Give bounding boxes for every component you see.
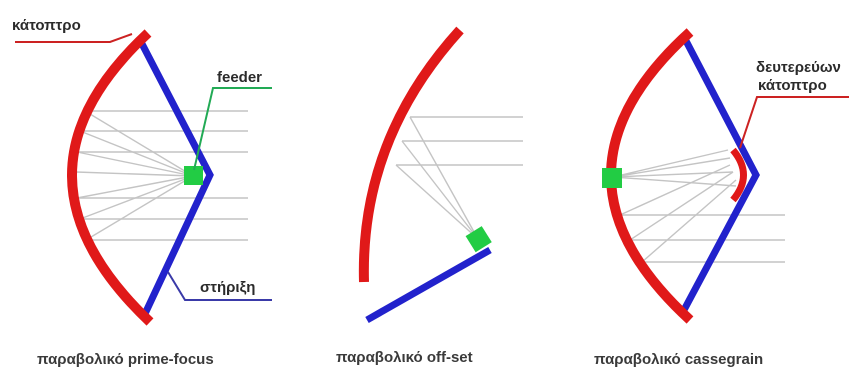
mirror-label: κάτοπτρο bbox=[12, 17, 81, 34]
secondary-mirror-label-line1: δευτερεύων bbox=[756, 59, 841, 76]
support-label: στήριξη bbox=[200, 279, 255, 296]
offset-antenna bbox=[358, 26, 523, 324]
cassegrain-secondary-mirror bbox=[730, 147, 747, 203]
caption-offset: παραβολικό off-set bbox=[336, 349, 473, 366]
cassegrain-support-struts bbox=[680, 35, 760, 312]
cassegrain-reflected-rays bbox=[612, 149, 737, 263]
feeder-label: feeder bbox=[217, 69, 262, 86]
support-leader-line bbox=[167, 271, 272, 301]
offset-reflected-rays bbox=[395, 116, 479, 240]
offset-support-arm bbox=[365, 246, 492, 324]
caption-cassegrain: παραβολικό cassegrain bbox=[594, 351, 763, 368]
cassegrain-incoming-rays bbox=[620, 214, 785, 263]
offset-incoming-rays bbox=[396, 116, 523, 166]
prime-focus-feeder bbox=[184, 166, 203, 185]
cassegrain-antenna: δευτερεύων κάτοπτρο bbox=[602, 28, 849, 324]
prime-focus-support-struts bbox=[136, 38, 214, 320]
prime-focus-incoming-rays bbox=[77, 110, 248, 241]
secondary-mirror-leader-line bbox=[739, 96, 849, 149]
cassegrain-feeder bbox=[602, 168, 622, 188]
secondary-mirror-label-line2: κάτοπτρο bbox=[758, 77, 827, 94]
caption-prime-focus: παραβολικό prime-focus bbox=[37, 351, 214, 368]
mirror-leader-line bbox=[15, 33, 133, 43]
prime-focus-reflected-rays bbox=[75, 110, 194, 241]
prime-focus-antenna: κάτοπτρο feeder στήριξη bbox=[12, 17, 272, 326]
feeder-leader-line bbox=[193, 87, 272, 171]
offset-reflector bbox=[358, 26, 464, 283]
offset-feeder bbox=[465, 226, 492, 253]
prime-focus-reflector bbox=[67, 29, 154, 326]
